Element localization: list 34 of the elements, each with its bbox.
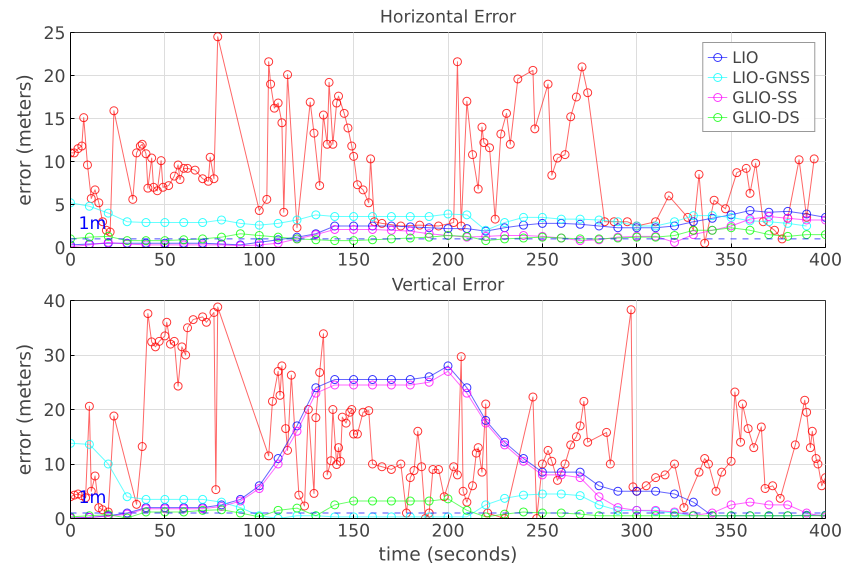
chart-title: Horizontal Error xyxy=(380,8,517,28)
x-tick-label: 150 xyxy=(337,250,370,270)
x-tick-label: 400 xyxy=(808,522,842,542)
x-tick-label: 100 xyxy=(242,250,276,270)
x-axis-title: time (seconds) xyxy=(378,544,518,566)
x-tick-label: 250 xyxy=(526,522,559,542)
x-tick-label: 100 xyxy=(242,522,276,542)
x-tick-label: 300 xyxy=(620,522,654,542)
legend-label: GLIO-SS xyxy=(732,88,798,106)
y-tick-label: 20 xyxy=(43,67,66,87)
y-tick-label: 5 xyxy=(54,196,66,216)
x-tick-label: 250 xyxy=(526,250,559,270)
x-tick-label: 150 xyxy=(337,522,370,542)
x-tick-label: 350 xyxy=(714,250,748,270)
y-axis-title: error (meters) xyxy=(14,344,36,476)
legend-label: GLIO-DS xyxy=(732,108,800,126)
y-tick-label: 40 xyxy=(43,292,66,312)
x-tick-label: 200 xyxy=(431,250,465,270)
y-tick-label: 30 xyxy=(43,346,66,366)
chart-title: Vertical Error xyxy=(392,276,506,296)
y-tick-label: 15 xyxy=(43,110,66,130)
x-tick-label: 50 xyxy=(154,250,176,270)
legend-label: LIO xyxy=(732,48,759,66)
x-tick-label: 300 xyxy=(620,250,654,270)
y-tick-label: 20 xyxy=(43,401,66,421)
x-tick-label: 400 xyxy=(808,250,842,270)
y-tick-label: 25 xyxy=(43,24,66,44)
y-axis-title: error (meters) xyxy=(14,74,36,206)
x-tick-label: 350 xyxy=(714,522,748,542)
legend-label: LIO-GNSS xyxy=(732,68,810,86)
x-tick-label: 200 xyxy=(431,522,465,542)
y-tick-label: 10 xyxy=(43,153,66,173)
x-tick-label: 50 xyxy=(154,522,176,542)
y-tick-label: 10 xyxy=(43,456,66,476)
